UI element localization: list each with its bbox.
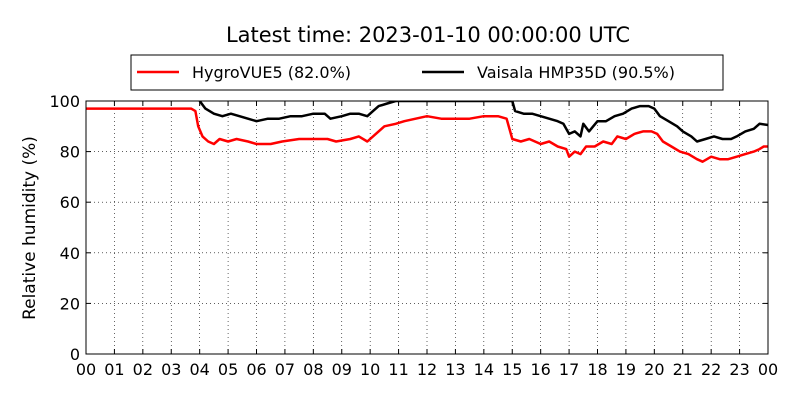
x-tick-label: 06 <box>246 360 266 379</box>
x-tick-label: 00 <box>758 360 778 379</box>
y-tick-label: 60 <box>60 193 80 212</box>
y-tick-label: 20 <box>60 294 80 313</box>
x-tick-label: 09 <box>332 360 352 379</box>
x-tick-label: 21 <box>673 360 693 379</box>
x-tick-label: 19 <box>616 360 636 379</box>
x-tick-label: 20 <box>644 360 664 379</box>
x-tick-label: 11 <box>388 360 408 379</box>
y-tick-label: 100 <box>49 92 80 111</box>
x-tick-label: 05 <box>218 360 238 379</box>
x-tick-label: 22 <box>701 360 721 379</box>
x-tick-label: 03 <box>161 360 181 379</box>
x-tick-label: 17 <box>559 360 579 379</box>
series-line-hygrovue5 <box>86 107 768 163</box>
plot-frame <box>85 100 769 355</box>
x-tick-label: 00 <box>76 360 96 379</box>
x-tick-label: 07 <box>275 360 295 379</box>
series-line-vaisala <box>198 101 768 143</box>
grid-layer <box>86 101 768 354</box>
x-tick-label: 13 <box>445 360 465 379</box>
x-tick-label: 18 <box>587 360 607 379</box>
x-tick-label: 23 <box>729 360 749 379</box>
y-tick-label: 0 <box>70 345 80 364</box>
x-tick-label: 16 <box>530 360 550 379</box>
x-tick-label: 10 <box>360 360 380 379</box>
tick-layer: 00 01 02 03 04 05 06 07 08 09 10 11 12 13 14 15 16 17 18 19… <box>49 92 778 379</box>
x-tick-label: 01 <box>104 360 124 379</box>
x-tick-label: 14 <box>474 360 494 379</box>
x-tick-label: 08 <box>303 360 323 379</box>
x-tick-label: 04 <box>189 360 209 379</box>
x-tick-label: 02 <box>133 360 153 379</box>
y-tick-label: 80 <box>60 143 80 162</box>
y-tick-label: 40 <box>60 244 80 263</box>
chart-title: Latest time: 2023-01-10 00:00:00 UTC <box>226 23 630 47</box>
legend-label-hygrovue5: HygroVUE5 (82.0%) <box>192 63 351 82</box>
legend-label-vaisala: Vaisala HMP35D (90.5%) <box>477 63 675 82</box>
series-layer <box>86 101 768 163</box>
x-tick-label: 15 <box>502 360 522 379</box>
x-tick-label: 12 <box>417 360 437 379</box>
y-axis-label: Relative humidity (%) <box>20 136 40 320</box>
legend: HygroVUE5 (82.0%) Vaisala HMP35D (90.5%) <box>130 54 724 91</box>
